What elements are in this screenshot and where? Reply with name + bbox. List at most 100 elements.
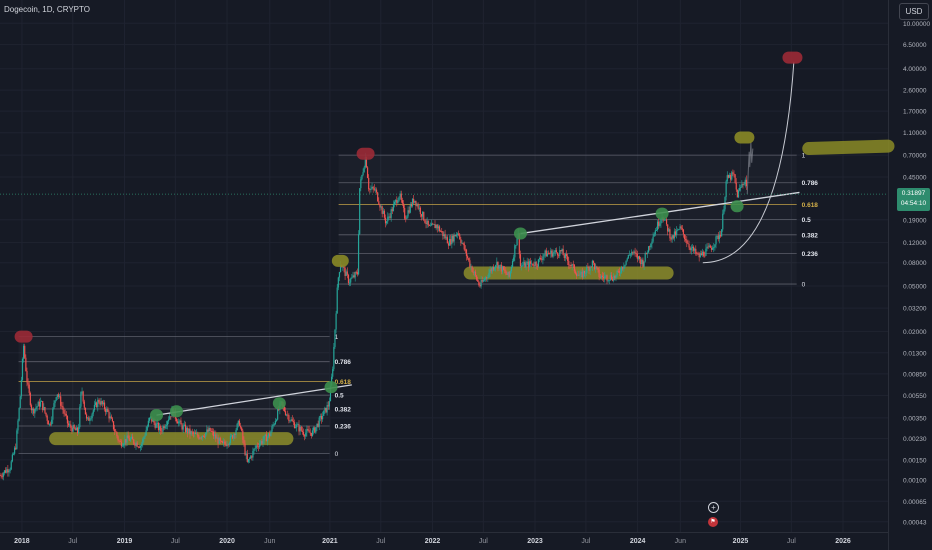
candle-body (180, 420, 182, 425)
candle-body (62, 406, 64, 410)
candle-body (366, 167, 369, 178)
candle-body (162, 426, 164, 432)
candle-body (628, 254, 631, 256)
candle-body (522, 265, 524, 267)
price-axis-label: 0.00350 (903, 415, 927, 422)
candle-body (585, 273, 587, 274)
candle-body (417, 204, 419, 209)
candle-body (289, 420, 291, 422)
candle-body (484, 277, 487, 280)
candle-body (164, 426, 166, 429)
candle-body (71, 427, 73, 432)
candle-body (332, 369, 334, 377)
candle-body (415, 200, 417, 206)
candle-body (82, 391, 84, 402)
candle-body (93, 404, 96, 411)
candle-body (117, 436, 119, 441)
candle-body (18, 408, 20, 421)
candle-body (242, 430, 244, 440)
candle-body (153, 419, 155, 423)
fib-level-label: 0.618 (802, 202, 819, 209)
candle-body (304, 435, 306, 437)
candle-body (499, 264, 501, 266)
candle-body (205, 432, 207, 437)
candle-body (563, 255, 565, 258)
candle-body (526, 261, 528, 264)
candle-body (58, 396, 61, 398)
candle-body (194, 432, 197, 434)
candle-body (15, 447, 17, 449)
candle-body (145, 430, 147, 436)
candle-body (353, 275, 355, 278)
time-axis-label: Jul (171, 538, 180, 545)
candle-body (12, 453, 15, 455)
candle-body (676, 230, 678, 236)
candle-body (38, 401, 40, 407)
candle-body (597, 267, 599, 270)
candle-body (159, 426, 161, 431)
candle-body (624, 264, 626, 267)
candle-body (121, 445, 124, 447)
last-price-tag: 0.31897 04:54:10 (897, 188, 930, 211)
candle-body (558, 255, 560, 257)
candle-body (37, 401, 39, 407)
candle-body (590, 266, 592, 268)
candle-body (406, 216, 408, 219)
candle-body (169, 416, 171, 420)
time-axis-label: 2023 (527, 538, 543, 545)
flag-icon[interactable]: ⚑ (708, 517, 718, 527)
candle-body (667, 224, 669, 232)
candle-body (244, 443, 246, 455)
candle-body (168, 419, 170, 422)
candle-body (732, 172, 734, 174)
candle-body (317, 423, 319, 427)
candle-body (543, 254, 545, 257)
candle-body (0, 475, 1, 477)
candle-body (24, 345, 26, 358)
candle-body (464, 249, 466, 251)
candle-body (138, 446, 140, 448)
candle-body (723, 209, 725, 214)
candle-body (23, 345, 25, 359)
candle-body (529, 261, 532, 264)
candle-body (425, 222, 427, 224)
candle-body (228, 443, 230, 445)
candle-body (243, 439, 245, 444)
candle-body (382, 210, 384, 214)
candle-body (400, 193, 402, 201)
candle-body (81, 391, 83, 393)
candle-body (278, 409, 280, 410)
candle-body (300, 426, 302, 431)
price-axis-label: 10.00000 (903, 21, 930, 28)
candle-body (523, 261, 525, 266)
plus-circle-icon[interactable]: + (708, 502, 719, 513)
candle-body (659, 223, 661, 226)
candle-body (374, 189, 377, 191)
candle-body (370, 188, 372, 190)
candle-body (132, 436, 134, 440)
candle-body (577, 274, 579, 276)
candle-body (515, 245, 517, 247)
candle-body (163, 426, 165, 429)
candle-body (141, 444, 143, 446)
highlight-marker-green (730, 200, 744, 213)
candle-body (564, 254, 566, 258)
candle-body (119, 441, 121, 442)
candle-body (76, 427, 79, 434)
candle-body (443, 234, 445, 237)
candle-body (567, 256, 569, 261)
candle-body (504, 269, 506, 271)
currency-button[interactable]: USD (899, 3, 929, 20)
candle-body (144, 435, 146, 438)
candle-body (215, 434, 217, 439)
candle-body (507, 271, 509, 275)
candle-body (175, 418, 178, 422)
fib-level-label: 0.786 (802, 180, 819, 187)
candle-body (351, 277, 353, 279)
candle-body (449, 239, 451, 246)
candle-body (544, 250, 546, 255)
candle-body (266, 436, 269, 442)
candle-body (410, 204, 413, 207)
fib-level-label: 0.382 (802, 232, 819, 239)
